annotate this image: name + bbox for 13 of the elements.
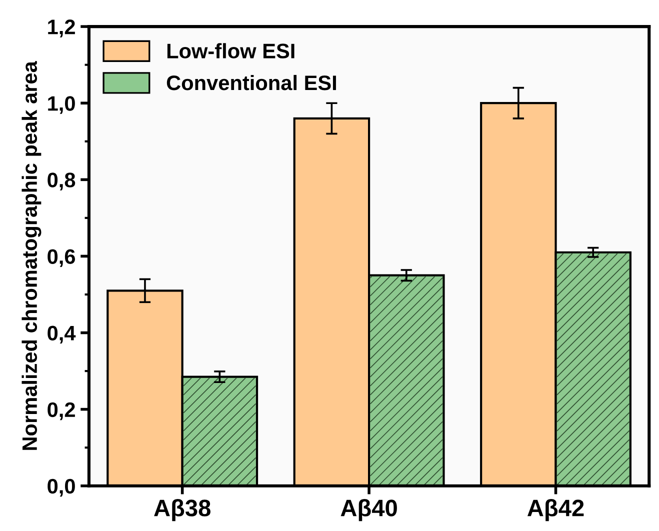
y-axis-title: Normalized chromatographic peak area	[22, 60, 42, 450]
y-tick-label: 0,0	[48, 478, 75, 497]
x-tick-label: Aβ38	[154, 499, 210, 522]
legend-label: Low-flow ESI	[167, 43, 294, 58]
x-tick-label: Aβ40	[340, 499, 397, 522]
y-tick-label: 0,8	[48, 172, 76, 190]
y-tick-label: 1,2	[48, 20, 75, 38]
y-tick-label: 0,2	[48, 402, 75, 420]
legend-label: Conventional ESI	[166, 74, 336, 90]
x-tick-label: Aβ42	[527, 499, 584, 522]
y-tick-label: 1,0	[48, 96, 75, 114]
y-tick-label: 0,6	[48, 249, 76, 267]
y-tick-label: 0,4	[48, 326, 76, 344]
